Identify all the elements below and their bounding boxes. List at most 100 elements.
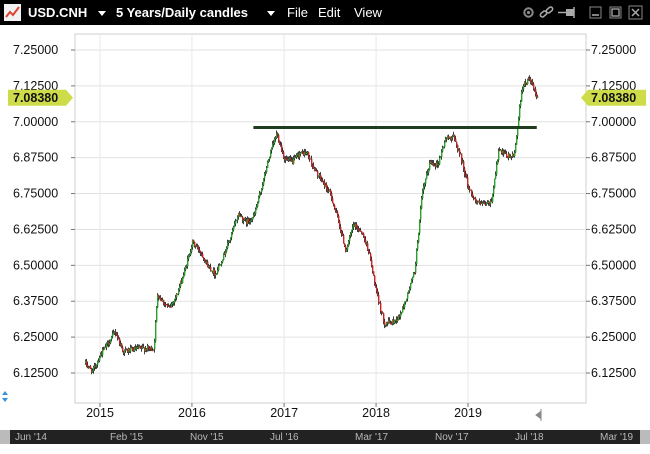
candle-up: [495, 174, 497, 179]
candle-up: [451, 137, 453, 140]
candle-up: [419, 219, 421, 234]
candle-down: [278, 134, 280, 142]
candle-up: [304, 152, 306, 156]
price-chart[interactable]: 7.25000 7.12500 7.00000 6.87500 6.75000 6.625…: [0, 25, 650, 454]
candle-up: [297, 154, 299, 156]
settings-icon[interactable]: [521, 5, 536, 20]
candle-up: [137, 346, 139, 348]
candle-up: [237, 216, 239, 221]
candle-up: [110, 339, 112, 344]
candle-down: [333, 203, 335, 206]
candle-down: [312, 165, 314, 167]
candle-up: [223, 252, 225, 260]
navigator-left-handle[interactable]: [0, 430, 10, 444]
candle-down: [126, 349, 128, 351]
candle-up: [263, 178, 265, 185]
period-dropdown-icon[interactable]: [267, 11, 275, 16]
candle-down: [117, 335, 119, 338]
candle-down: [210, 266, 212, 271]
candle-up: [289, 158, 291, 160]
chart-app-icon: [4, 4, 21, 21]
candle-up: [111, 336, 113, 340]
candle-up: [271, 148, 273, 151]
candle-down: [475, 198, 477, 201]
candle-down: [446, 138, 448, 140]
candle-up: [225, 251, 227, 255]
menu-file[interactable]: File: [287, 5, 308, 20]
candle-up: [318, 175, 320, 177]
candle-down: [468, 185, 470, 189]
symbol-dropdown-icon[interactable]: [98, 11, 106, 16]
candle-down: [196, 245, 198, 247]
candle-down: [377, 291, 379, 295]
candle-up: [222, 259, 224, 263]
candle-up: [299, 153, 301, 157]
candle-up: [104, 346, 106, 350]
horizontal-gridlines: [75, 49, 586, 374]
candle-up: [510, 156, 512, 158]
candle-up: [257, 202, 259, 207]
candle-up: [460, 153, 462, 155]
candle-down: [212, 270, 214, 273]
candle-down: [335, 208, 337, 212]
left-tick-label: 7.25000: [13, 43, 58, 57]
candle-up: [272, 144, 274, 149]
candle-down: [337, 212, 339, 216]
navigator-bar[interactable]: [0, 430, 650, 444]
candle-down: [315, 168, 317, 171]
navigator-right-handle[interactable]: [640, 430, 650, 444]
pin-icon[interactable]: [557, 5, 579, 20]
candle-up: [409, 288, 411, 292]
candle-up: [260, 192, 262, 194]
minimize-icon[interactable]: [588, 5, 603, 20]
candle-up: [188, 255, 190, 259]
candle-down: [362, 233, 364, 235]
candle-down: [199, 250, 201, 252]
candle-up: [366, 243, 368, 245]
candle-down: [86, 361, 88, 366]
candle-up: [453, 134, 455, 137]
date-label-2019: 2019: [454, 406, 482, 420]
navigator-label: Jun '14: [15, 432, 47, 443]
maximize-icon[interactable]: [608, 5, 623, 20]
candle-up: [175, 297, 177, 300]
candle-down: [290, 158, 292, 161]
candle-up: [275, 137, 277, 139]
close-icon[interactable]: [628, 5, 643, 20]
candle-up: [94, 365, 96, 368]
menu-view[interactable]: View: [354, 5, 382, 20]
candle-down: [279, 141, 281, 145]
date-label-2017: 2017: [270, 406, 298, 420]
candle-up: [353, 224, 355, 228]
candle-up: [329, 189, 331, 191]
candle-up: [171, 304, 173, 307]
menu-edit[interactable]: Edit: [318, 5, 341, 20]
candle-up: [265, 172, 267, 174]
candle-up: [179, 286, 181, 290]
candle-down: [242, 216, 244, 221]
candle-down: [339, 221, 341, 228]
candle-down: [461, 153, 463, 162]
candle-down: [345, 246, 347, 252]
left-tick-label: 6.37500: [13, 294, 58, 308]
candle-down: [281, 145, 283, 151]
candle-down: [533, 83, 535, 89]
candle-down: [160, 297, 162, 300]
candle-down: [131, 347, 133, 349]
right-tick-label: 6.37500: [591, 294, 636, 308]
candle-up: [521, 91, 523, 102]
candle-up: [236, 220, 238, 222]
symbol-label[interactable]: USD.CNH: [28, 5, 88, 20]
candle-down: [476, 200, 478, 203]
axis-toggle-icon[interactable]: [2, 391, 8, 402]
candle-up: [124, 350, 126, 353]
candle-up: [274, 138, 276, 144]
candle-up: [178, 289, 180, 294]
candle-down: [360, 230, 362, 232]
link-icon[interactable]: [539, 5, 554, 20]
candle-down: [108, 342, 110, 345]
candle-down: [195, 245, 197, 247]
period-label[interactable]: 5 Years/Daily candles: [116, 5, 249, 20]
candle-down: [331, 193, 333, 199]
scroll-end-icon[interactable]: [535, 409, 542, 421]
